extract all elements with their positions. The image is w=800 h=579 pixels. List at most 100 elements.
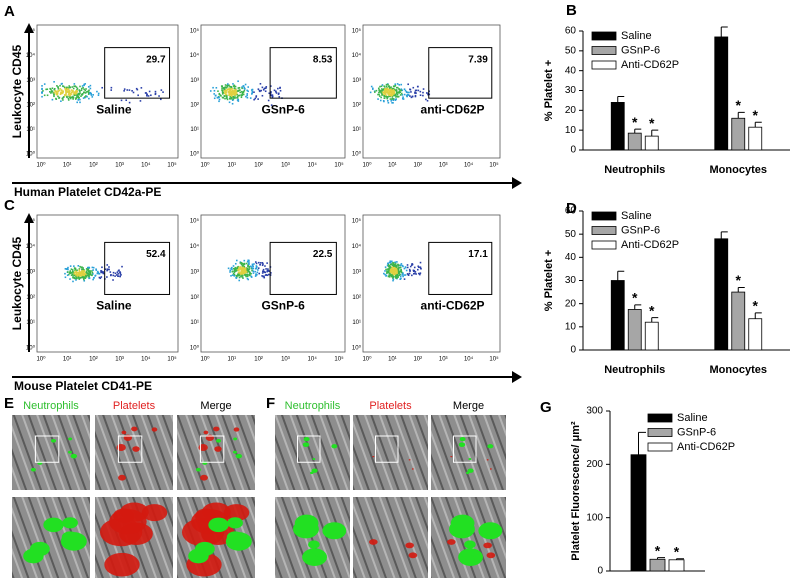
panel-label: G <box>540 399 552 416</box>
event-dot <box>390 94 392 97</box>
event-dot <box>120 99 123 102</box>
event-dot <box>236 276 238 278</box>
event-dot <box>387 265 390 267</box>
event-dot <box>388 272 391 275</box>
event-dot <box>402 272 404 275</box>
y-tick-label: 100 <box>586 512 603 523</box>
event-dot <box>389 271 392 274</box>
error-bar <box>737 286 745 293</box>
decade-label: 10² <box>413 357 422 363</box>
event-dot <box>92 278 94 281</box>
event-dot <box>390 261 392 264</box>
flow-plot <box>200 214 346 353</box>
event-dot <box>43 83 46 85</box>
event-dot <box>387 263 390 266</box>
event-dot <box>67 88 70 91</box>
event-dot <box>225 90 227 93</box>
event-dot <box>386 87 389 90</box>
decade-label: 10⁰ <box>200 356 210 363</box>
event-dot <box>66 87 69 90</box>
significance-star: * <box>736 97 742 113</box>
event-dot <box>377 93 379 96</box>
event-dot <box>73 277 76 280</box>
platelet-signal <box>116 443 126 452</box>
decade-label: 10¹ <box>352 127 361 133</box>
event-dot <box>232 95 235 98</box>
neutrophil-signal <box>60 532 87 551</box>
event-dot <box>373 90 376 93</box>
event-dot <box>139 100 142 102</box>
event-dot <box>254 275 257 277</box>
event-dot <box>371 88 374 90</box>
gate-value: 17.1 <box>468 249 488 260</box>
event-dot <box>265 86 268 88</box>
event-dot <box>391 101 393 104</box>
event-dot <box>250 266 253 268</box>
event-dot <box>401 274 403 276</box>
error-bar <box>638 431 646 455</box>
event-dot <box>397 270 400 273</box>
event-dot <box>65 89 67 92</box>
event-dot <box>231 89 234 92</box>
event-dot <box>235 91 237 94</box>
decade-label: 10⁰ <box>362 162 372 169</box>
event-dot <box>243 270 246 273</box>
event-dot <box>119 271 121 273</box>
event-dot <box>92 273 94 275</box>
event-dot <box>233 88 236 90</box>
platelet-signal <box>408 552 418 559</box>
event-dot <box>89 270 91 272</box>
y-tick-label: 30 <box>565 85 577 96</box>
event-dot <box>83 278 85 281</box>
event-dot <box>419 266 422 269</box>
y-tick-label: 10 <box>565 321 577 332</box>
event-dot <box>387 101 390 104</box>
event-dot <box>109 271 112 273</box>
event-dot <box>261 272 264 274</box>
event-dot <box>53 93 55 95</box>
event-dot <box>83 277 85 280</box>
axis-label: % Platelet + <box>543 60 555 121</box>
event-dot <box>230 86 233 89</box>
event-dot <box>226 94 228 97</box>
bar <box>668 559 685 572</box>
event-dot <box>426 92 428 94</box>
event-dot <box>242 267 244 270</box>
event-dot <box>400 89 403 92</box>
neutrophil-signal <box>294 514 319 532</box>
error-bar <box>617 95 625 103</box>
event-dot <box>383 88 386 91</box>
event-dot <box>397 271 400 274</box>
significance-star: * <box>655 542 661 558</box>
bar <box>627 132 642 151</box>
event-dot <box>381 88 383 90</box>
event-dot <box>68 273 70 276</box>
event-dot <box>80 270 83 273</box>
event-dot <box>73 94 76 97</box>
y-tick-label: 60 <box>565 26 577 37</box>
decade-label: 10⁵ <box>334 162 344 169</box>
event-dot <box>381 84 384 86</box>
event-dot <box>412 269 415 272</box>
event-dot <box>384 273 386 276</box>
event-dot <box>230 93 233 96</box>
event-dot <box>243 266 246 268</box>
event-dot <box>398 267 400 269</box>
gate-value: 22.5 <box>313 249 333 260</box>
event-dot <box>73 271 76 274</box>
event-dot <box>213 89 216 92</box>
event-dot <box>236 90 238 93</box>
event-dot <box>411 264 413 266</box>
event-dot <box>96 90 98 93</box>
event-dot <box>86 272 88 275</box>
gate <box>104 47 171 99</box>
micro-image <box>12 415 90 490</box>
event-dot <box>254 267 257 270</box>
event-dot <box>73 92 75 94</box>
event-dot <box>80 87 83 90</box>
event-dot <box>78 269 80 272</box>
platelet-signal <box>203 430 209 435</box>
event-dot <box>54 89 56 92</box>
event-dot <box>411 274 413 277</box>
bar <box>748 318 763 351</box>
